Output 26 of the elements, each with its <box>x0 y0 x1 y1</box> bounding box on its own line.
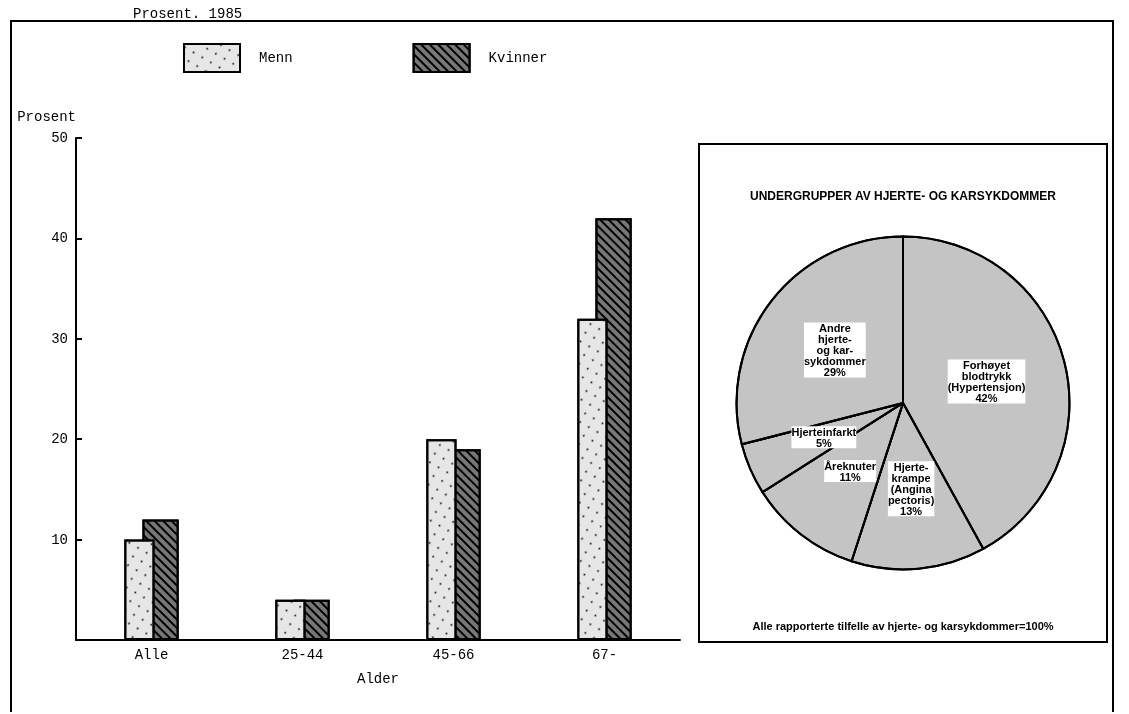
text: Alle rapporterte tilfelle av hjerte- og karsykdommer=100% <box>752 619 1054 632</box>
legend-label: Menn <box>259 50 293 66</box>
y-tick-label: 20 <box>51 431 68 448</box>
data-label: 42% <box>975 391 998 404</box>
y-tick-label: 30 <box>51 330 68 347</box>
y-tick-label: 50 <box>51 130 68 146</box>
x-axis-title: Alder <box>356 671 400 687</box>
legend-label: Kvinner <box>488 50 548 66</box>
x-tick-label: 45-66 <box>432 647 475 663</box>
slice-label: Forhøyet blodtrykk (Hypertensjon) <box>947 358 1026 393</box>
x-tick-label: Alle <box>134 647 169 663</box>
slice-label: Andre hjerte- og kar- sykdommer <box>803 322 867 368</box>
chart-subtitle: Prosent. 1985 <box>133 6 243 22</box>
y-tick-label: 40 <box>51 230 68 247</box>
y-tick-label: 10 <box>51 531 68 548</box>
y-axis-title: Prosent <box>17 109 76 125</box>
data-label: 5% <box>815 436 833 449</box>
data-label: 13% <box>900 504 923 517</box>
chart-title: UNDERGRUPPER AV HJERTE- OG KARSYKDOMMER <box>749 189 1057 203</box>
data-label: 29% <box>823 366 847 379</box>
data-label: 11% <box>839 470 862 483</box>
slice-label: Hjerteinfarkt <box>791 425 857 438</box>
slice-label: Hjerte- krampe (Angina pectoris) <box>887 460 935 506</box>
slice-label: Åreknuter <box>824 459 877 472</box>
x-tick-label: 67- <box>591 647 618 663</box>
x-tick-label: 25-44 <box>281 647 324 663</box>
